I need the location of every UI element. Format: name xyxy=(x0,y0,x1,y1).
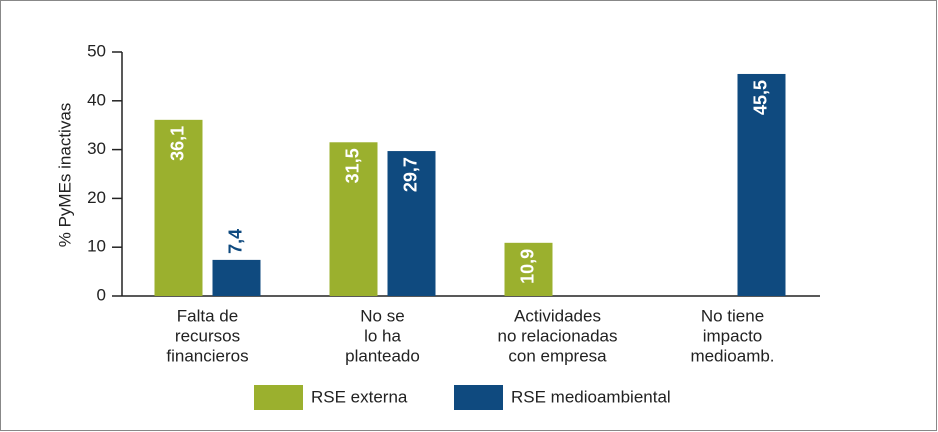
value-label: 45,5 xyxy=(750,80,770,115)
bar xyxy=(154,119,203,296)
x-tick-label: no relacionadas xyxy=(497,326,617,345)
bar xyxy=(504,242,553,296)
value-label: 36,1 xyxy=(167,126,187,161)
legend-swatch xyxy=(254,385,303,410)
legend-label: RSE externa xyxy=(311,387,408,406)
value-label: 29,7 xyxy=(400,157,420,192)
x-tick-label: lo ha xyxy=(364,326,401,345)
bar xyxy=(737,73,786,297)
value-label: 10,9 xyxy=(517,249,537,284)
y-tick-label: 50 xyxy=(87,41,106,60)
x-tick-label: medioamb. xyxy=(690,346,774,365)
y-tick-label: 10 xyxy=(87,237,106,256)
x-tick-label: recursos xyxy=(175,326,240,345)
x-tick-label: No tiene xyxy=(701,306,764,325)
x-tick-label: impacto xyxy=(703,326,763,345)
bar xyxy=(212,259,261,296)
x-tick-label: con empresa xyxy=(508,346,607,365)
y-tick-label: 30 xyxy=(87,139,106,158)
legend-label: RSE medioambiental xyxy=(511,387,671,406)
x-tick-label: No se xyxy=(360,306,404,325)
y-tick-label: 40 xyxy=(87,90,106,109)
x-tick-label: Actividades xyxy=(514,306,601,325)
x-tick-label: Falta de xyxy=(177,306,238,325)
legend-swatch xyxy=(454,385,503,410)
bar xyxy=(329,142,378,296)
bar xyxy=(387,151,436,296)
value-label: 31,5 xyxy=(342,148,362,183)
value-label: 7,4 xyxy=(225,229,245,254)
x-tick-label: financieros xyxy=(166,346,248,365)
x-tick-label: planteado xyxy=(345,346,420,365)
y-axis-label: % PyMEs inactivas xyxy=(55,103,74,248)
y-tick-label: 0 xyxy=(97,285,106,304)
y-tick-label: 20 xyxy=(87,188,106,207)
